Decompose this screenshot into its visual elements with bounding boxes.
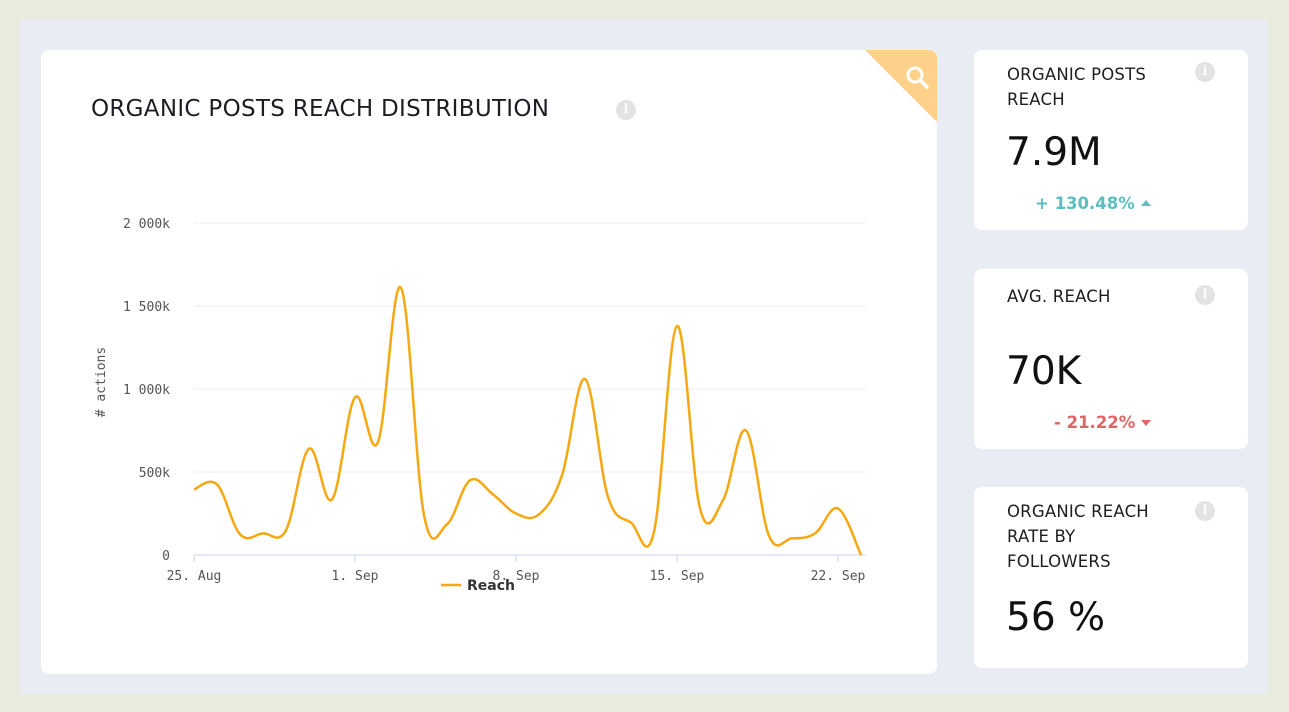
series-line-reach xyxy=(193,286,863,556)
search-icon[interactable] xyxy=(903,63,933,93)
kpi-title: AVG. REACH xyxy=(1007,287,1111,306)
y-axis-label: # actions xyxy=(94,347,109,417)
y-tick-label: 1 000k xyxy=(123,383,170,398)
kpi-organic-reach-rate: ORGANIC REACH RATE BY FOLLOWERS i 56 % xyxy=(974,487,1248,668)
arrow-down-icon xyxy=(1141,419,1152,426)
y-tick-label: 0 xyxy=(162,549,170,564)
x-tick-label: 1. Sep xyxy=(332,569,379,584)
arrow-up-icon xyxy=(1140,199,1151,206)
kpi-title: ORGANIC POSTS REACH xyxy=(1007,65,1147,109)
x-tick-label: 15. Sep xyxy=(650,569,705,584)
info-icon[interactable]: i xyxy=(1195,501,1215,521)
kpi-avg-reach: AVG. REACH i 70K - 21.22% xyxy=(974,269,1248,449)
x-tick-label: 8. Sep xyxy=(493,569,540,584)
kpi-value: 56 % xyxy=(1006,595,1106,640)
kpi-value: 70K xyxy=(1006,349,1082,394)
reach-distribution-card: ORGANIC POSTS REACH DISTRIBUTION i 0 500k… xyxy=(41,50,937,674)
x-tick-label: 22. Sep xyxy=(811,569,866,584)
info-icon[interactable]: i xyxy=(616,100,636,120)
kpi-title: ORGANIC REACH RATE BY FOLLOWERS xyxy=(1007,502,1149,571)
x-tick-label: 25. Aug xyxy=(167,569,222,584)
kpi-delta: - 21.22% xyxy=(1054,413,1152,432)
kpi-delta: + 130.48% xyxy=(1035,194,1151,213)
y-tick-label: 2 000k xyxy=(123,217,170,232)
kpi-value: 7.9M xyxy=(1006,130,1102,175)
legend-label-reach: Reach xyxy=(467,578,515,594)
dashboard-canvas: ORGANIC POSTS REACH DISTRIBUTION i 0 500k… xyxy=(20,20,1268,694)
reach-line-chart: 0 500k 1 000k 1 500k 2 000k 25. Aug 1. Sep 8. … xyxy=(94,217,866,594)
info-icon[interactable]: i xyxy=(1195,285,1215,305)
kpi-organic-posts-reach: ORGANIC POSTS REACH i 7.9M + 130.48% xyxy=(974,50,1248,230)
chart-title: ORGANIC POSTS REACH DISTRIBUTION xyxy=(91,96,550,122)
y-tick-label: 1 500k xyxy=(123,300,170,315)
y-tick-label: 500k xyxy=(139,466,170,481)
info-icon[interactable]: i xyxy=(1195,62,1215,82)
